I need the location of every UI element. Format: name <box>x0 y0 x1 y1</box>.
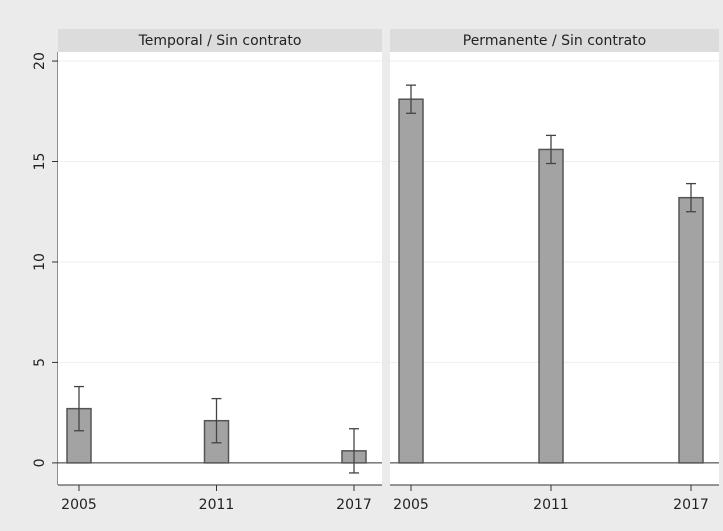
x-tick-label: 2011 <box>533 497 569 513</box>
x-tick-label: 2017 <box>673 497 709 513</box>
x-tick-label: 2005 <box>393 497 429 513</box>
y-tick-label: 10 <box>32 253 48 271</box>
panel-title: Temporal / Sin contrato <box>138 33 302 49</box>
panel-header <box>390 29 719 52</box>
y-tick-label: 0 <box>32 458 48 467</box>
panel-header <box>58 29 382 52</box>
y-tick-label: 20 <box>32 52 48 70</box>
x-tick-label: 2005 <box>61 497 97 513</box>
bar <box>538 148 564 464</box>
x-tick-label: 2017 <box>336 497 372 513</box>
bar <box>398 98 424 464</box>
x-tick-label: 2011 <box>199 497 235 513</box>
bar <box>678 196 704 464</box>
plot-area <box>58 52 382 485</box>
y-tick-label: 5 <box>32 358 48 367</box>
panel-title: Permanente / Sin contrato <box>463 33 646 49</box>
y-tick-label: 15 <box>32 153 48 171</box>
